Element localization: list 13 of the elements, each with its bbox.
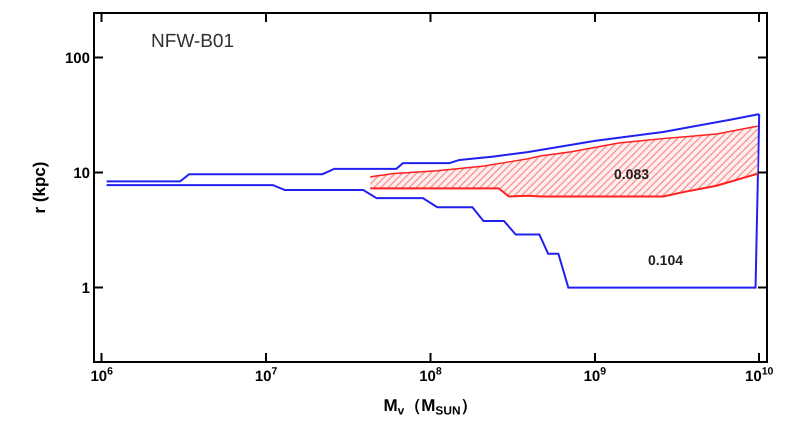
x-tick-label: 10$^{7}$	[254, 366, 278, 385]
y-tick-label: 1	[82, 280, 90, 297]
y-axis-title: r (kpc)	[30, 162, 50, 214]
y-tick-label: 100	[64, 50, 90, 67]
x-tick-label: 10$^{6}$	[90, 366, 114, 385]
annotation: NFW-B01	[151, 31, 234, 52]
x-axis-title: M$_{v}$（M$_{SUN}$）	[383, 396, 478, 418]
annotation: 0.083	[614, 166, 650, 182]
x-tick-label: 10$^{8}$	[419, 366, 442, 385]
annotation: 0.104	[648, 252, 684, 268]
x-tick-label: 10$^{10}$	[745, 366, 774, 385]
y-tick-label: 10	[73, 164, 90, 182]
x-tick-label: 10$^{9}$	[584, 366, 606, 385]
